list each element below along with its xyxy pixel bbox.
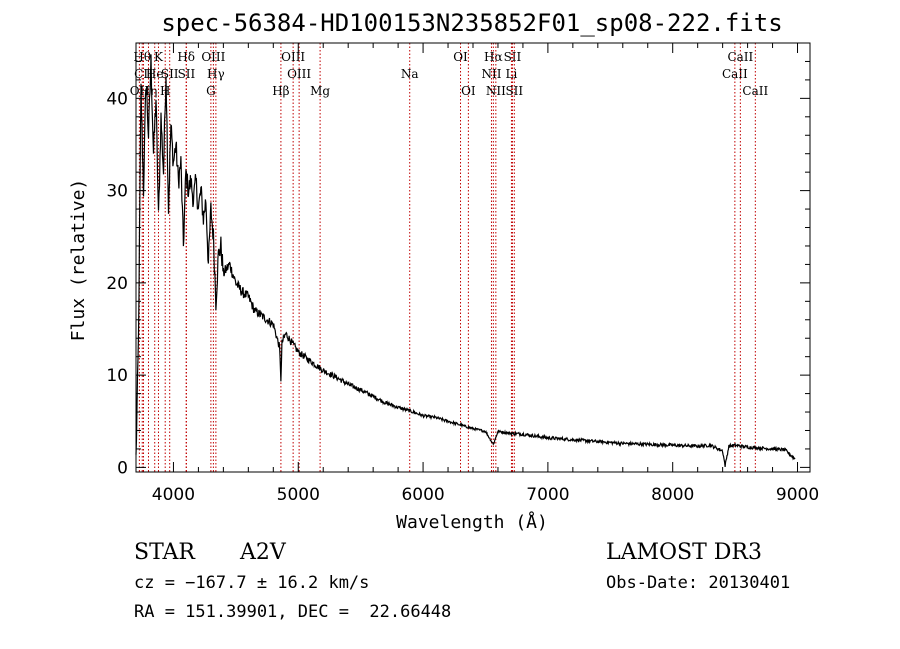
coordinates: RA = 151.39901, DEC = 22.66448 [134,602,452,622]
line-label-22: NII [486,84,506,98]
y-tick-label: 20 [106,274,128,294]
spectrum-chart: spec-56384-HD100153N235852F01_sp08-222.f… [68,9,819,533]
line-label-16: Mg [310,84,330,98]
plot-border [135,42,811,473]
spectrum-line [135,54,796,467]
x-tick-label: 6000 [401,485,444,505]
line-label-2: CII [134,67,153,81]
line-label-3: Hη [140,84,158,98]
line-label-14: OIII [281,50,305,64]
survey-name: LAMOST DR3 [606,540,762,565]
redshift-value: cz = −167.7 ± 16.2 km/s [134,573,370,593]
x-tick-label: 4000 [152,485,195,505]
line-label-20: NII [481,67,501,81]
x-tick-label: 8000 [651,485,694,505]
line-label-17: Na [401,67,419,81]
line-label-5: K [154,50,164,64]
axis-ticks: 4000 5000 6000 7000 8000 9000 0 10 20 30 40 [106,43,819,505]
line-markers: OIIHθCIIHηHeKHSIIHδSIIGOIIIHγHβOIIIOIIIM… [130,43,768,472]
object-subclass: A2V [240,540,286,565]
line-label-19: OI [461,84,476,98]
chart-title: spec-56384-HD100153N235852F01_sp08-222.f… [161,9,782,37]
line-label-23: Li [506,67,518,81]
line-label-26: CaII [722,67,748,81]
line-label-25: SII [505,84,523,98]
y-tick-label: 40 [106,89,128,109]
y-tick-label: 30 [106,182,128,202]
line-label-9: SII [178,67,196,81]
line-label-21: Hα [484,50,503,64]
line-label-27: CaII [727,50,753,64]
line-label-11: OIII [201,50,225,64]
y-tick-label: 0 [117,458,128,478]
line-label-24: SII [504,50,522,64]
plot-frame [135,42,811,473]
line-label-18: OI [453,50,468,64]
observation-date: Obs-Date: 20130401 [606,573,791,593]
line-label-7: SII [161,67,179,81]
x-axis-label: Wavelength (Å) [396,511,548,533]
line-label-12: Hγ [207,67,225,81]
line-label-0: OII [130,84,150,98]
spectrum-series [135,54,796,467]
x-tick-label: 9000 [776,485,819,505]
line-label-15: OIII [287,67,311,81]
x-tick-label: 7000 [526,485,569,505]
x-tick-label: 5000 [277,485,320,505]
y-axis-label: Flux (relative) [68,179,89,342]
line-label-13: Hβ [272,84,289,98]
object-class: STAR [134,540,195,565]
line-label-10: G [206,84,216,98]
line-label-1: Hθ [133,50,151,64]
line-label-28: CaII [742,84,768,98]
y-tick-label: 10 [106,366,128,386]
